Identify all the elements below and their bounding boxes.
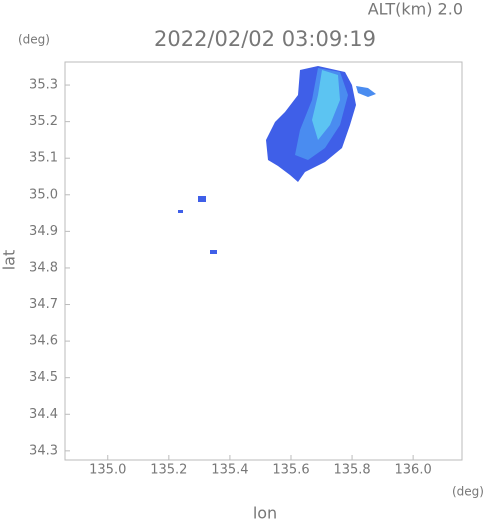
y-tick-label: 35.1 — [29, 151, 58, 166]
x-tick-label: 135.2 — [150, 463, 187, 478]
y-tick-label: 34.9 — [29, 224, 58, 239]
x-tick-label: 135.6 — [272, 463, 309, 478]
chart-title: 2022/02/02 03:09:19 — [154, 27, 376, 51]
y-tick-label: 35.2 — [29, 114, 58, 129]
y-tick-label: 34.3 — [29, 443, 58, 458]
y-tick-label: 34.7 — [29, 297, 58, 312]
y-tick-label: 34.6 — [29, 334, 58, 349]
x-tick-label: 135.4 — [211, 463, 248, 478]
x-tick-label: 135.0 — [89, 463, 126, 478]
y-axis-label: lat — [0, 250, 19, 271]
radar-echo — [178, 66, 376, 254]
chart-subtitle: ALT(km) 2.0 — [368, 0, 463, 19]
x-tick-label: 135.8 — [333, 463, 370, 478]
plot-frame — [64, 61, 463, 461]
y-tick-label: 35.0 — [29, 187, 58, 202]
x-axis-label: lon — [253, 504, 277, 521]
x-tick-label: 136.0 — [395, 463, 432, 478]
y-unit: (deg) — [18, 33, 50, 47]
y-tick-label: 35.3 — [29, 78, 58, 93]
y-tick-label: 34.8 — [29, 260, 58, 275]
y-tick-label: 34.5 — [29, 370, 58, 385]
y-tick-label: 34.4 — [29, 407, 58, 422]
x-unit: (deg) — [452, 485, 484, 499]
